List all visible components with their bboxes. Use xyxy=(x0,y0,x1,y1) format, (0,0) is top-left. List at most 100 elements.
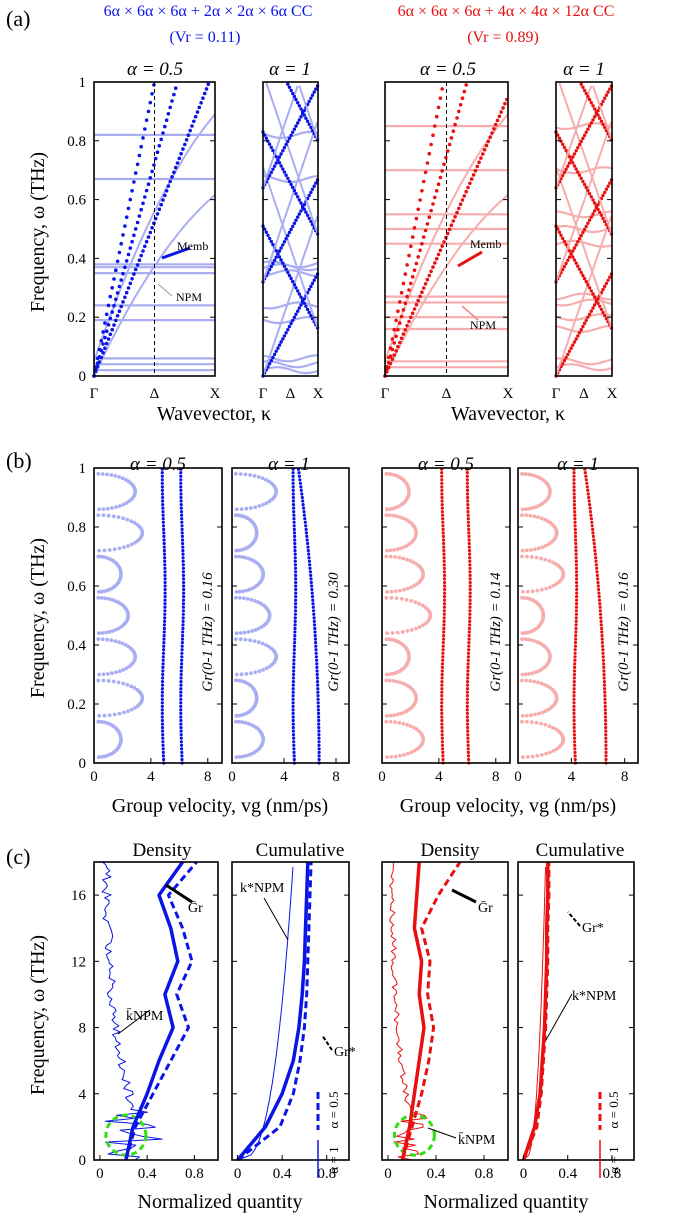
plot-a-red-a1-branch-4-point xyxy=(579,139,583,144)
plot-b-blue-a05-light-arcs-point xyxy=(117,504,122,508)
plot-b-blue-a1-light-arcs-point xyxy=(239,507,244,511)
plot-b-red-a05-branch-0-point xyxy=(442,630,446,634)
plot-b-red-a1-branch-0-point xyxy=(575,587,579,592)
plot-b-red-a05-light-arcs-point xyxy=(412,749,417,753)
plot-a-blue-a05-ytick-label: 0.4 xyxy=(67,251,86,267)
plot-a-red-a1-branch-3-point xyxy=(599,213,604,217)
plot-b-blue-a1-light-arcs-point xyxy=(244,588,249,593)
plot-b-blue-a1-branch-1-point xyxy=(308,570,312,574)
plot-b-blue-a1-branch-0-point xyxy=(292,740,296,744)
plot-b-red-a1-frame xyxy=(517,467,639,764)
plot-b-blue-a05-branch-0-point xyxy=(161,655,165,659)
plot-b-red-a1-branch-0-point xyxy=(572,711,576,716)
plot-b-blue-a05-branch-0-point xyxy=(162,634,166,638)
plot-b-blue-a05-branch-0-point xyxy=(163,559,167,563)
plot-b-red-a05-light-arcs-point xyxy=(393,720,397,725)
plot-a-red-a05-branch-1-point xyxy=(451,129,456,133)
plot-a-blue-a05-branch-2-point xyxy=(94,369,98,374)
plot-a-red-a05-branch-1-point xyxy=(449,136,454,140)
plot-b-red-a05-branch-0-point xyxy=(440,718,444,723)
plot-b-red-a1-branch-1-point xyxy=(603,694,607,698)
plot-a-blue-a1-branch-4-point xyxy=(294,124,298,128)
plot-b-blue-a05-light-arcs-point xyxy=(97,548,102,553)
plot-c-blue-density-xtick-label: 0.8 xyxy=(185,1166,204,1182)
plot-a-blue-a05-branch-2-point xyxy=(164,189,169,193)
plot-b-blue-a1-branch-0-point xyxy=(291,488,295,492)
plot-a-blue-a05-branch-2-point xyxy=(159,202,163,207)
plot-b-red-a1-branch-1-point xyxy=(602,672,606,677)
plot-b-blue-a1-branch-0-point xyxy=(291,718,295,723)
plot-b-blue-a1-light-arcs-point xyxy=(257,504,262,508)
plot-b-blue-a05-branch-1-point xyxy=(179,672,183,677)
plot-b-red-a05-light-arcs-point xyxy=(414,626,418,631)
plot-a-red-a1-branch-2-point xyxy=(579,233,583,238)
plot-a-blue-a05-branch-0-point xyxy=(146,109,151,114)
plot-b-blue-a1-branch-1-point xyxy=(310,584,314,588)
plot-a-red-a05-branch-1-point xyxy=(418,248,422,253)
plot-a-blue-a05-branch-2-point xyxy=(173,165,178,170)
plot-b-blue-a05-branch-1-point xyxy=(179,503,183,507)
plot-a-red-a05-branch-2-point xyxy=(394,349,398,353)
plot-a-blue-a1-branch-1-point xyxy=(289,276,293,281)
plot-a-blue-a05-branch-2-point xyxy=(181,147,185,151)
plot-a-red-a1-branch-2-point xyxy=(564,261,568,266)
title-a-red-a05: α = 0.5 xyxy=(420,59,476,80)
plot-a-red-a1-branch-0-point xyxy=(571,343,575,347)
arrow-kstar-red xyxy=(545,993,573,1041)
plot-b-blue-a05-branch-0-point xyxy=(160,715,164,719)
plot-b-blue-a1-light-arcs-point xyxy=(238,596,242,600)
plot-b-red-a1-branch-1-point xyxy=(595,566,599,570)
plot-b-red-a1-branch-0-point xyxy=(573,510,577,514)
plot-b-blue-a05-light-arcs-point xyxy=(129,707,134,712)
plot-b-blue-a1-branch-0-point xyxy=(291,722,295,726)
plot-b-blue-a1-branch-1-point xyxy=(297,471,301,475)
plot-c-blue-cumulative-kstar-line xyxy=(237,866,294,1161)
plot-b-blue-a05-branch-0-point xyxy=(161,750,165,755)
plot-a-blue-a1-branch-4-point xyxy=(292,127,297,131)
plot-b-red-a1-light-arcs-point xyxy=(525,589,530,594)
plot-b-red-a1-branch-0 xyxy=(572,467,579,765)
plot-a-red-a1-branch-2-point xyxy=(576,240,580,244)
plot-b-blue-a05-branch-1-point xyxy=(179,694,183,698)
plot-a-red-a05-branch-0-point xyxy=(407,253,411,258)
plot-b-red-a1-branch-0-point xyxy=(574,623,578,627)
plot-b-blue-a05-branch-1-point xyxy=(181,570,185,574)
plot-a-blue-a05-branch-0-point xyxy=(124,215,129,219)
plot-a-red-a05-branch-0 xyxy=(383,87,445,378)
plot-b-blue-a1-branch-1-point xyxy=(312,623,317,627)
plot-b-blue-a05-branch-0-point xyxy=(160,488,164,492)
plot-a-red-a1-branch-5-point xyxy=(599,119,604,123)
plot-b-blue-a05-branch-0-point xyxy=(161,665,165,670)
plot-a-red-a1-branch-3 xyxy=(554,130,614,236)
plot-b-red-a1-branch-1-point xyxy=(601,658,606,662)
plot-b-blue-a1-light-arcs-point xyxy=(244,506,249,511)
plot-a-red-a1-branch-2-point xyxy=(604,187,609,191)
plot-b-red-a05-branch-0-point xyxy=(442,541,446,546)
plot-b-red-a05-branch-1-point xyxy=(468,612,472,616)
plot-b-red-a05-light-arcs-point xyxy=(385,590,389,594)
plot-b-red-a1-branch-0-point xyxy=(573,531,578,535)
plot-b-red-a05-branch-1-point xyxy=(466,520,470,524)
plot-b-blue-a1-branch-1-point xyxy=(311,602,315,606)
plot-b-red-a1-light-arcs-point xyxy=(543,682,547,687)
plot-a-red-a1-branch-5-point xyxy=(579,82,583,86)
plot-b-blue-a1-branch-1-point xyxy=(314,641,318,645)
plot-a-blue-a1-branch-3-point xyxy=(277,161,282,165)
plot-b-red-a05-branch-0-point xyxy=(443,580,447,585)
plot-a-red-a05-branch-0-point xyxy=(423,170,428,175)
legend-blue-a05: α = 0.5 xyxy=(326,1092,341,1129)
plot-c-blue-cumulative-a05-line xyxy=(236,861,313,1162)
plot-b-red-a1-branch-1-point xyxy=(601,655,605,659)
plot-b-blue-a1-branch-0-point xyxy=(293,616,297,620)
plot-b-blue-a05-branch-1-point xyxy=(180,534,184,539)
plot-a-red-a1-branch-3-point xyxy=(582,182,587,187)
plot-a-red-a1-branch-4-point xyxy=(608,87,612,91)
plot-a-blue-a05-branch-2-point xyxy=(199,101,203,105)
plot-b-blue-a05-branch-0-point xyxy=(160,711,164,716)
plot-b-red-a05-branch-1-point xyxy=(468,552,472,556)
plot-b-blue-a1-branch-0-point xyxy=(291,683,295,687)
plot-a-red-a05-branch-2-point xyxy=(390,357,395,362)
plot-b-red-a05-branch-1-point xyxy=(468,563,472,567)
plot-b-red-a05-light-arcs-point xyxy=(388,713,393,718)
plot-a-red-a05-branch-1-point xyxy=(433,195,437,200)
